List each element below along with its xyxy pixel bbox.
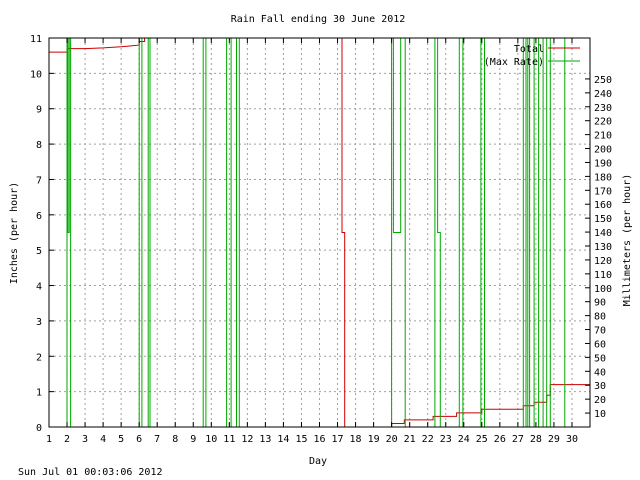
y2-tick-label: 10 [594,409,606,420]
x-tick-label: 8 [172,434,178,445]
footer-timestamp: Sun Jul 01 00:03:06 2012 [18,467,163,478]
x-tick-label: 13 [259,434,271,445]
y2-tick-label: 190 [594,158,612,169]
y2-tick-label: 160 [594,200,612,211]
x-tick-label: 25 [476,434,488,445]
series-line-max-rate [49,37,590,428]
y-tick-label: 0 [36,423,42,434]
x-tick-label: 10 [205,434,217,445]
axis-ticks: 1 2 3 4 5 6 7 8 9 10 11 12 13 14 15 16 17 18 19 20 21 22 23 24 2… [30,34,612,445]
y2-tick-label: 120 [594,256,612,267]
y2-tick-label: 250 [594,75,612,86]
x-tick-label: 20 [386,434,398,445]
y-axis-label: Inches (per hour) [9,182,20,284]
y-tick-label: 3 [36,317,42,328]
x-tick-label: 28 [530,434,542,445]
x-tick-label: 14 [277,434,289,445]
y2-tick-label: 20 [594,395,606,406]
x-tick-label: 22 [422,434,434,445]
x-tick-label: 1 [46,434,52,445]
grid [49,38,590,427]
y2-tick-label: 30 [594,381,606,392]
x-tick-label: 6 [136,434,142,445]
legend: Total (Max Rate) [484,44,580,68]
series-lines [49,37,590,428]
y-tick-label: 5 [36,246,42,257]
x-tick-label: 16 [313,434,325,445]
y2-tick-label: 60 [594,339,606,350]
x-tick-label: 12 [241,434,253,445]
y-tick-label: 2 [36,352,42,363]
y2-tick-label: 170 [594,186,612,197]
y-tick-label: 9 [36,105,42,116]
x-tick-label: 19 [368,434,380,445]
x-tick-label: 15 [295,434,307,445]
y2-tick-label: 200 [594,145,612,156]
legend-label-total: Total [514,44,544,55]
x-tick-label: 2 [64,434,70,445]
y-tick-label: 6 [36,211,42,222]
y2-tick-label: 90 [594,298,606,309]
chart-title: Rain Fall ending 30 June 2012 [231,14,406,25]
y2-tick-label: 80 [594,312,606,323]
y-tick-label: 4 [36,282,42,293]
x-tick-label: 4 [100,434,106,445]
y2-tick-label: 130 [594,242,612,253]
x-tick-label: 27 [512,434,524,445]
x-tick-label: 30 [566,434,578,445]
y2-axis-label: Millimeters (per hour) [622,174,633,306]
y2-tick-label: 110 [594,270,612,281]
x-tick-label: 21 [404,434,416,445]
y-tick-label: 10 [30,69,42,80]
x-tick-label: 7 [154,434,160,445]
y-tick-label: 8 [36,140,42,151]
x-tick-label: 17 [332,434,344,445]
y2-tick-label: 70 [594,326,606,337]
y2-tick-label: 180 [594,172,612,183]
x-tick-label: 29 [548,434,560,445]
y-tick-label: 11 [30,34,42,45]
y2-tick-label: 100 [594,284,612,295]
y2-tick-label: 210 [594,131,612,142]
y2-tick-label: 230 [594,103,612,114]
x-tick-label: 24 [458,434,470,445]
y2-tick-label: 150 [594,214,612,225]
x-tick-label: 5 [118,434,124,445]
x-tick-label: 23 [440,434,452,445]
y-tick-label: 1 [36,388,42,399]
y2-tick-label: 220 [594,117,612,128]
y2-tick-label: 50 [594,353,606,364]
x-axis-label: Day [309,456,327,467]
x-tick-label: 26 [494,434,506,445]
x-tick-label: 3 [82,434,88,445]
y2-tick-label: 40 [594,367,606,378]
y-tick-label: 7 [36,175,42,186]
y2-tick-label: 140 [594,228,612,239]
legend-label-max-rate: (Max Rate) [484,57,544,68]
x-tick-label: 9 [190,434,196,445]
x-tick-label: 11 [223,434,235,445]
x-tick-label: 18 [350,434,362,445]
y2-tick-label: 240 [594,89,612,100]
